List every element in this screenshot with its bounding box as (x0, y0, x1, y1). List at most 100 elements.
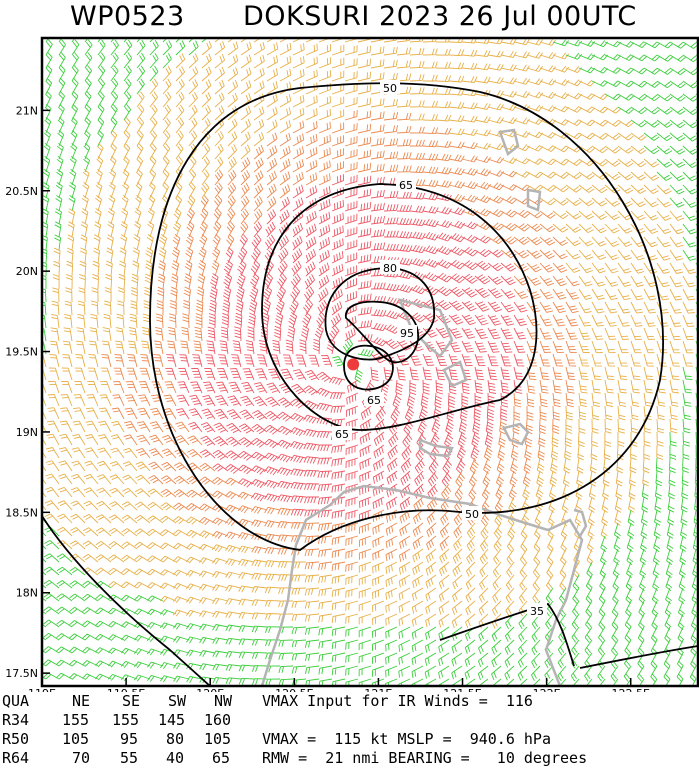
wind-barb (643, 54, 660, 62)
wind-barb (188, 53, 199, 69)
wind-barb (396, 231, 413, 239)
wind-barb (69, 567, 86, 576)
wind-barb (212, 597, 229, 605)
wind-barb (409, 366, 419, 381)
wind-barb (669, 314, 682, 327)
wind-barb (552, 314, 566, 327)
wind-barb (385, 574, 398, 587)
wind-barb (318, 121, 331, 134)
wind-barb (174, 448, 190, 459)
wind-barb (604, 236, 620, 247)
wind-barb (513, 314, 527, 327)
wind-barb (212, 650, 229, 658)
coast-line (418, 438, 454, 458)
wind-barb (396, 257, 413, 266)
wind-barb (238, 437, 255, 448)
wind-barb (278, 613, 294, 621)
wind-barb (663, 665, 671, 682)
wind-barb (200, 195, 209, 212)
wind-barb (118, 273, 126, 290)
wind-barb (253, 41, 265, 56)
wind-barb (214, 169, 224, 186)
wind-barb (371, 652, 385, 664)
wind-barb (504, 626, 515, 642)
wind-barb (123, 38, 128, 43)
wind-barb (383, 99, 398, 108)
wind-barb (95, 567, 112, 576)
wind-barb (358, 535, 372, 547)
wind-barb (142, 313, 151, 329)
wind-barb (505, 574, 515, 591)
wind-barb (227, 54, 239, 69)
wind-barb (452, 548, 463, 564)
wind-barb (212, 610, 229, 618)
wind-barb (279, 209, 290, 225)
wind-barb (251, 638, 268, 646)
wind-barb (604, 340, 616, 354)
wind-barb (290, 495, 307, 503)
wind-barb (526, 78, 543, 86)
wind-barb (58, 460, 73, 472)
wind-barb (186, 462, 203, 472)
wind-barb (656, 197, 672, 208)
wind-barb (591, 353, 603, 367)
wind-barb (495, 470, 504, 488)
wind-barb (162, 421, 177, 433)
wind-barb (479, 574, 489, 590)
wind-barb (598, 626, 606, 643)
wind-contours (42, 82, 698, 686)
wind-barb (464, 652, 476, 667)
wind-barb (187, 435, 203, 446)
wind-barb (461, 221, 479, 230)
wind-barb (242, 368, 255, 381)
wind-barb (43, 553, 60, 563)
wind-barb (172, 609, 190, 617)
wind-barb (565, 119, 583, 127)
wind-barb (212, 490, 229, 499)
wind-barb (304, 613, 320, 622)
wind-barb (318, 224, 331, 238)
wind-barb (409, 87, 425, 95)
wind-barb (500, 327, 514, 340)
wind-barb (69, 620, 86, 628)
wind-barb (130, 300, 138, 316)
wind-barb (160, 515, 177, 524)
wind-barb (104, 287, 112, 303)
wind-barb (520, 535, 528, 552)
wind-barb (359, 444, 372, 458)
wind-barb (680, 509, 688, 526)
wind-barb (526, 262, 542, 273)
wind-barb (186, 649, 203, 657)
wind-barb (318, 652, 333, 662)
wind-barb (225, 436, 242, 447)
wind-barb (682, 288, 696, 301)
wind-barb (329, 325, 340, 342)
wind-barb (539, 65, 556, 73)
wind-barb (617, 145, 634, 154)
wind-barb (487, 392, 495, 408)
wind-barb (132, 247, 140, 264)
wind-barb (240, 195, 250, 212)
wind-barb (121, 208, 129, 225)
wind-barb (570, 665, 580, 682)
r50-label: R50 (2, 730, 30, 748)
wind-barb (194, 326, 203, 342)
wind-barb (552, 249, 568, 260)
wind-barb (344, 148, 358, 160)
wind-barb (82, 527, 99, 537)
wind-barb (439, 561, 450, 577)
wind-barb (578, 314, 592, 327)
wind-barb (186, 489, 203, 498)
wind-barb (539, 78, 557, 86)
wind-barb (237, 259, 247, 277)
wind-barb (264, 533, 281, 542)
wind-barb (372, 470, 385, 484)
wind-barb (186, 220, 195, 238)
wind-barb (552, 145, 569, 153)
wind-barb (546, 548, 554, 565)
wind-barb (639, 561, 647, 579)
wind-barb (604, 197, 621, 207)
wind-barb (654, 483, 662, 500)
wind-barb (682, 41, 698, 49)
wind-barb (474, 102, 491, 110)
